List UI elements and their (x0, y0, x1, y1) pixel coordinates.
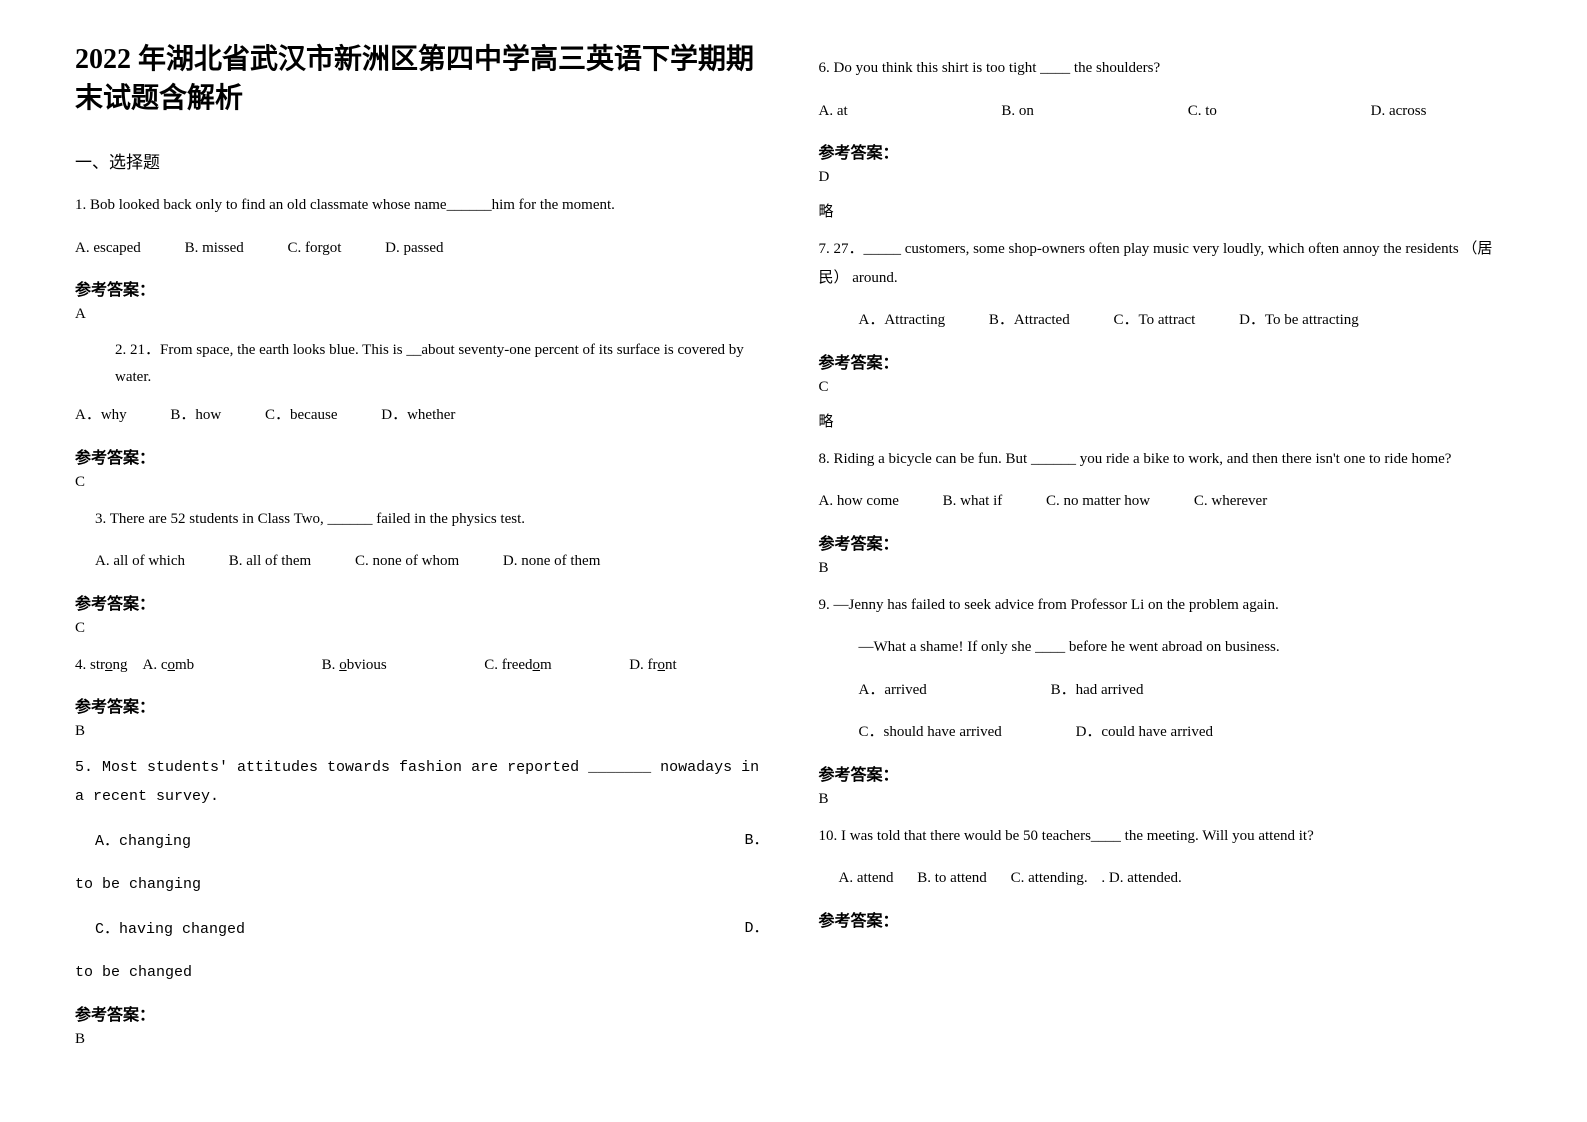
section-heading: 一、选择题 (75, 148, 769, 173)
q4-optD: D. front (629, 657, 677, 673)
q7-answer: C (819, 379, 1513, 396)
q5-optA: A．changing (95, 833, 191, 850)
q9-answer: B (819, 791, 1513, 808)
q10-answer-label: 参考答案： (819, 907, 1513, 931)
q7-note: 略 (819, 410, 1513, 431)
q5-opts-row2: C．having changed D． (75, 915, 769, 945)
q10-text: 10. I was told that there would be 50 te… (819, 822, 1513, 851)
q8-optD: C. wherever (1194, 493, 1267, 509)
q8-answer: B (819, 560, 1513, 577)
q7-optB: B．Attracted (989, 306, 1070, 335)
q6-optA: A. at (819, 97, 848, 126)
q8-text: 8. Riding a bicycle can be fun. But ____… (819, 445, 1513, 474)
q2-optA: A．why (75, 401, 127, 430)
q2-answer: C (75, 474, 769, 491)
q6-optB: B. on (1001, 97, 1034, 126)
q5-optB-rest: to be changing (75, 871, 769, 900)
q3-answer-label: 参考答案： (75, 590, 769, 614)
q8-options: A. how come B. what if C. no matter how … (819, 487, 1513, 516)
q5-answer-label: 参考答案： (75, 1001, 769, 1025)
q9-options-row2: C．should have arrived D．could have arriv… (859, 718, 1513, 747)
q4-stem: 4. strong A. comb (75, 657, 194, 673)
q10-optA: A. attend (839, 864, 894, 893)
q6-optD: D. across (1371, 103, 1427, 119)
q9-optC: C．should have arrived (859, 718, 1002, 747)
q3-optC: C. none of whom (355, 547, 459, 576)
q2-optC: C．because (265, 401, 337, 430)
q1-text: 1. Bob looked back only to find an old c… (75, 191, 769, 220)
q5-optD-rest: to be changed (75, 959, 769, 988)
q9-optB: B．had arrived (1051, 682, 1144, 698)
q8-optC: C. no matter how (1046, 487, 1150, 516)
q6-optC: C. to (1188, 97, 1217, 126)
q3-answer: C (75, 620, 769, 637)
q4-answer: B (75, 723, 769, 740)
exam-page: 2022 年湖北省武汉市新洲区第四中学高三英语下学期期末试题含解析 一、选择题 … (0, 0, 1587, 1122)
q9-options-row1: A．arrived B．had arrived (859, 676, 1513, 705)
right-column: 6. Do you think this shirt is too tight … (794, 40, 1538, 1082)
q10-options: A. attend B. to attend C. attending. . D… (839, 864, 1513, 893)
q8-optB: B. what if (943, 487, 1003, 516)
q9-optA: A．arrived (859, 676, 927, 705)
q2-optD: D．whether (381, 407, 455, 423)
q7-optD: D．To be attracting (1239, 312, 1359, 328)
q4-optC: C. freedom (484, 657, 551, 673)
q5-opts-row1: A．changing B． (75, 827, 769, 857)
q7-optA: A．Attracting (859, 306, 946, 335)
q4-answer-label: 参考答案： (75, 693, 769, 717)
q1-optD: D. passed (385, 240, 443, 256)
q3-options: A. all of which B. all of them C. none o… (95, 547, 769, 576)
q5-optB-prefix: B． (744, 827, 768, 856)
q2-options: A．why B．how C．because D．whether (75, 401, 769, 430)
q1-optB: B. missed (185, 234, 244, 263)
q6-text: 6. Do you think this shirt is too tight … (819, 54, 1513, 83)
q1-optA: A. escaped (75, 234, 141, 263)
q5-text: 5. Most students' attitudes towards fash… (75, 754, 769, 811)
left-column: 2022 年湖北省武汉市新洲区第四中学高三英语下学期期末试题含解析 一、选择题 … (50, 40, 794, 1082)
q2-text: 2. 21．From space, the earth looks blue. … (115, 337, 769, 391)
q4-line: 4. strong A. comb B. obvious C. freedom … (75, 651, 769, 680)
q1-answer-label: 参考答案： (75, 276, 769, 300)
q2-answer-label: 参考答案： (75, 444, 769, 468)
q4-optB: B. obvious (322, 657, 387, 673)
q1-answer: A (75, 306, 769, 323)
q1-options: A. escaped B. missed C. forgot D. passed (75, 234, 769, 263)
exam-title: 2022 年湖北省武汉市新洲区第四中学高三英语下学期期末试题含解析 (75, 40, 769, 118)
q3-optD: D. none of them (503, 553, 600, 569)
q5-optD-prefix: D． (744, 915, 768, 944)
q9-line1: 9. —Jenny has failed to seek advice from… (819, 591, 1513, 620)
q6-options: A. at B. on C. to D. across (819, 97, 1513, 126)
q2-optB: B．how (170, 401, 221, 430)
q9-answer-label: 参考答案： (819, 761, 1513, 785)
q10-optB: B. to attend (917, 864, 987, 893)
q6-answer-label: 参考答案： (819, 139, 1513, 163)
q5-optC: C．having changed (95, 921, 245, 938)
q1-optC: C. forgot (288, 234, 342, 263)
q7-optC: C．To attract (1113, 306, 1195, 335)
q10-optC: C. attending. (1011, 864, 1088, 893)
q6-note: 略 (819, 200, 1513, 221)
q9-line2: —What a shame! If only she ____ before h… (859, 633, 1513, 662)
q10-optD: . D. attended. (1101, 870, 1181, 886)
q3-optB: B. all of them (229, 547, 312, 576)
q7-answer-label: 参考答案： (819, 349, 1513, 373)
q3-text: 3. There are 52 students in Class Two, _… (95, 505, 769, 534)
q5-answer: B (75, 1031, 769, 1048)
q6-answer: D (819, 169, 1513, 186)
q8-optA: A. how come (819, 487, 899, 516)
q7-text: 7. 27．_____ customers, some shop-owners … (819, 235, 1513, 292)
q9-optD: D．could have arrived (1076, 724, 1213, 740)
q8-answer-label: 参考答案： (819, 530, 1513, 554)
q7-options: A．Attracting B．Attracted C．To attract D．… (859, 306, 1513, 335)
q3-optA: A. all of which (95, 547, 185, 576)
